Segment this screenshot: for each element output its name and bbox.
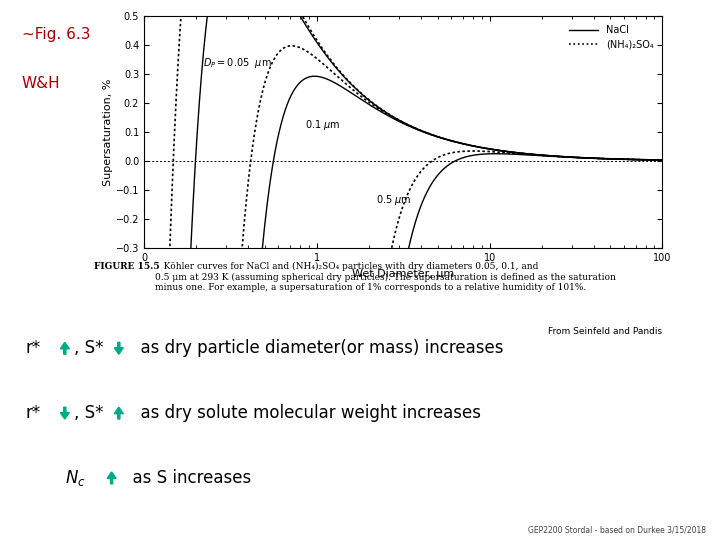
Text: as dry solute molecular weight increases: as dry solute molecular weight increases (130, 404, 481, 422)
Text: W&H: W&H (22, 76, 60, 91)
Text: , S*: , S* (74, 339, 104, 357)
Text: 0.5 $\mu$m: 0.5 $\mu$m (376, 193, 412, 207)
Text: r*: r* (25, 404, 40, 422)
Text: 0.1 $\mu$m: 0.1 $\mu$m (305, 118, 340, 132)
Text: $N_c$: $N_c$ (65, 468, 86, 488)
Y-axis label: Supersaturation, %: Supersaturation, % (103, 79, 113, 186)
Legend: NaCl, (NH₄)₂SO₄: NaCl, (NH₄)₂SO₄ (565, 21, 657, 53)
X-axis label: Wet Diameter, μm: Wet Diameter, μm (352, 269, 454, 279)
Text: GEP2200 Stordal - based on Durkee 3/15/2018: GEP2200 Stordal - based on Durkee 3/15/2… (528, 525, 706, 535)
Text: as dry particle diameter(or mass) increases: as dry particle diameter(or mass) increa… (130, 339, 503, 357)
Text: , S*: , S* (74, 404, 104, 422)
Text: FIGURE 15.5: FIGURE 15.5 (94, 262, 159, 271)
Text: as S increases: as S increases (122, 469, 252, 487)
Text: From Seinfeld and Pandis: From Seinfeld and Pandis (548, 327, 662, 336)
Text: ~Fig. 6.3: ~Fig. 6.3 (22, 27, 90, 42)
Text: r*: r* (25, 339, 40, 357)
Text: $D_P=0.05$  $\mu$m: $D_P=0.05$ $\mu$m (203, 56, 272, 70)
Text: Köhler curves for NaCl and (NH₄)₂SO₄ particles with dry diameters 0.05, 0.1, and: Köhler curves for NaCl and (NH₄)₂SO₄ par… (155, 262, 616, 292)
